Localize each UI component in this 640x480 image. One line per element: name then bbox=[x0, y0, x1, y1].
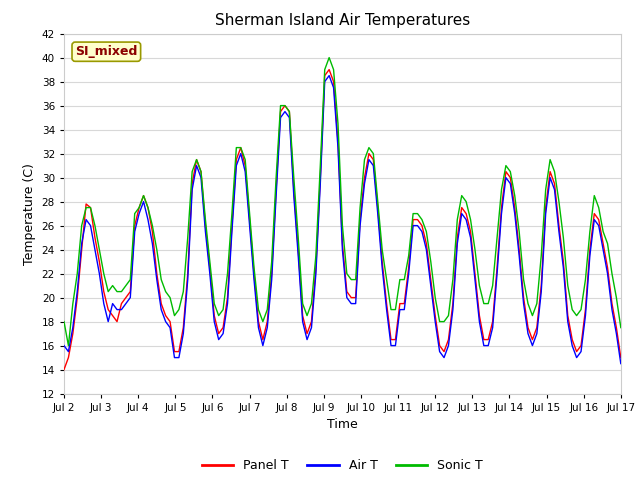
Title: Sherman Island Air Temperatures: Sherman Island Air Temperatures bbox=[215, 13, 470, 28]
Legend: Panel T, Air T, Sonic T: Panel T, Air T, Sonic T bbox=[196, 455, 488, 477]
Text: SI_mixed: SI_mixed bbox=[75, 45, 138, 58]
X-axis label: Time: Time bbox=[327, 418, 358, 431]
Y-axis label: Temperature (C): Temperature (C) bbox=[23, 163, 36, 264]
